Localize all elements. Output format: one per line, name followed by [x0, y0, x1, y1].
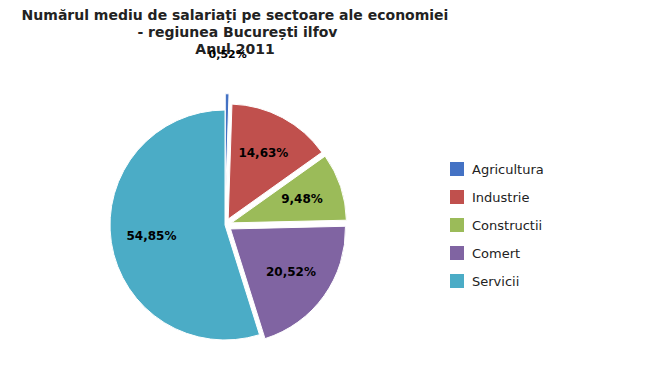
legend-entry: Constructii — [472, 218, 542, 233]
legend-entry: Agricultura — [472, 162, 544, 177]
data-label: 54,85% — [126, 229, 176, 243]
legend-swatch — [450, 246, 464, 260]
legend-entry: Industrie — [472, 190, 529, 205]
pie — [110, 94, 346, 340]
data-label: 0,52% — [209, 48, 247, 61]
data-label: 14,63% — [238, 146, 288, 160]
legend-entry: Comert — [472, 246, 520, 261]
data-labels: 0,52% 14,63% 9,48% 20,52% 54,85% — [126, 48, 322, 279]
data-label: 9,48% — [281, 192, 323, 206]
pie-slice — [225, 94, 229, 209]
chart: Numărul mediu de salariați pe sectoare a… — [0, 0, 661, 368]
legend: Agricultura Industrie Constructii Comert Ser… — [450, 162, 544, 289]
legend-swatch — [450, 218, 464, 232]
data-label: 20,52% — [266, 265, 316, 279]
legend-swatch — [450, 274, 464, 288]
legend-swatch — [450, 190, 464, 204]
pie-slice — [110, 110, 260, 340]
legend-entry: Servicii — [472, 274, 519, 289]
legend-swatch — [450, 162, 464, 176]
background — [0, 0, 661, 368]
pie-slice — [231, 156, 346, 223]
